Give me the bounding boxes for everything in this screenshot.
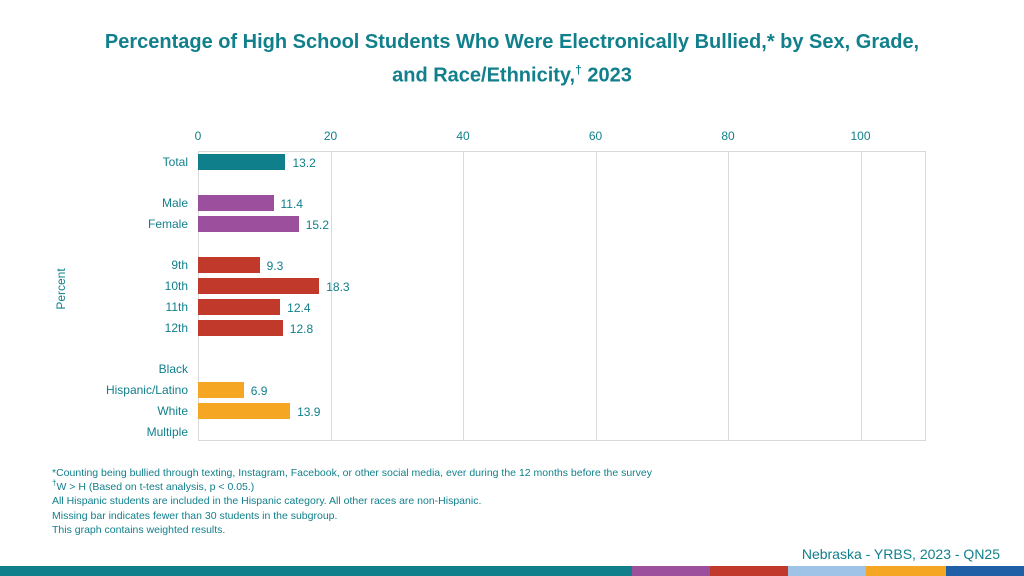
gridline: [728, 151, 729, 441]
gridline: [463, 151, 464, 441]
category-label: White: [157, 404, 188, 418]
data-label: 15.2: [305, 218, 330, 232]
bar: [198, 299, 281, 315]
bar: [198, 382, 244, 398]
x-tick-label: 60: [588, 129, 603, 143]
bar: [198, 216, 299, 232]
x-tick-label: 0: [194, 129, 202, 143]
data-label: 18.3: [326, 280, 350, 294]
data-label: 6.9: [250, 384, 268, 398]
x-tick-label: 80: [721, 129, 735, 143]
footer-stripe-segment: [632, 566, 710, 576]
category-label: 12th: [164, 321, 188, 335]
chart-title-line2-text: and Race/Ethnicity,: [392, 64, 576, 87]
bar: [198, 403, 291, 419]
category-label: Male: [161, 196, 188, 210]
category-label: Hispanic/Latino: [105, 383, 188, 397]
footer-stripe-segment: [0, 566, 632, 576]
category-label: Black: [158, 362, 188, 376]
footer-stripe-segment: [710, 566, 788, 576]
bar: [198, 195, 274, 211]
footnote-missing-bar: Missing bar indicates fewer than 30 stud…: [52, 509, 338, 522]
gridline: [330, 151, 332, 441]
footer-stripe-segment: [866, 566, 946, 576]
footnote-hispanic: All Hispanic students are included in th…: [52, 495, 482, 508]
data-label: 12.4: [287, 301, 311, 315]
x-tick-label: 40: [456, 129, 470, 143]
category-label: Total: [162, 155, 188, 169]
data-label: 12.8: [289, 322, 314, 336]
category-label: 10th: [164, 279, 188, 293]
footnote-ttest: †W > H (Based on t-test analysis, p < 0.…: [52, 478, 652, 494]
bar: [198, 154, 286, 170]
source-label: Nebraska - YRBS, 2023 - QN25: [801, 546, 1000, 562]
chart-title: Percentage of High School Students Who W…: [40, 28, 984, 90]
gridline: [595, 151, 597, 441]
x-tick-label: 20: [323, 129, 338, 143]
category-label: 11th: [165, 300, 188, 314]
footnotes: *Counting being bullied through texting,…: [52, 466, 652, 537]
footnote-dagger: †: [52, 478, 57, 488]
footnote-definition: *Counting being bullied through texting,…: [52, 467, 653, 479]
x-tick-label: 100: [850, 129, 871, 143]
gridline: [860, 151, 862, 441]
data-label: 11.4: [280, 197, 303, 211]
data-label: 9.3: [266, 259, 284, 273]
category-label: 9th: [171, 258, 188, 272]
footnote-weighted: This graph contains weighted results.: [52, 523, 226, 536]
chart-title-year: 2023: [587, 64, 632, 87]
footer-stripe-segment: [946, 566, 1024, 576]
chart-title-line2: and Race/Ethnicity,† 2023: [40, 56, 984, 90]
footer-stripe-segment: [788, 566, 866, 576]
bar: [198, 278, 320, 294]
data-label: 13.9: [297, 405, 321, 419]
bar: [198, 257, 260, 273]
footnote-ttest-text: W > H (Based on t-test analysis, p < 0.0…: [56, 481, 255, 494]
chart-title-dagger: †: [575, 63, 582, 77]
bar: [198, 320, 283, 336]
category-label: Multiple: [146, 425, 188, 439]
chart-title-line1: Percentage of High School Students Who W…: [104, 31, 920, 53]
y-axis-label: Percent: [54, 268, 68, 310]
category-label: Female: [147, 217, 188, 231]
data-label: 13.2: [292, 156, 316, 170]
plot-area: [198, 151, 926, 441]
